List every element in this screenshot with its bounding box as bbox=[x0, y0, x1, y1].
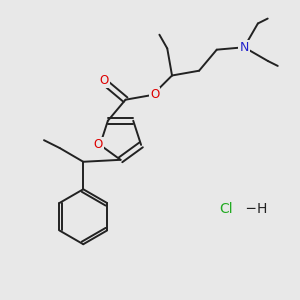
Text: N: N bbox=[239, 41, 249, 54]
Text: H: H bbox=[257, 202, 267, 216]
Text: O: O bbox=[150, 88, 159, 101]
Text: ─: ─ bbox=[246, 202, 254, 216]
Text: O: O bbox=[93, 138, 103, 152]
Text: O: O bbox=[100, 74, 109, 87]
Text: Cl: Cl bbox=[220, 202, 233, 216]
